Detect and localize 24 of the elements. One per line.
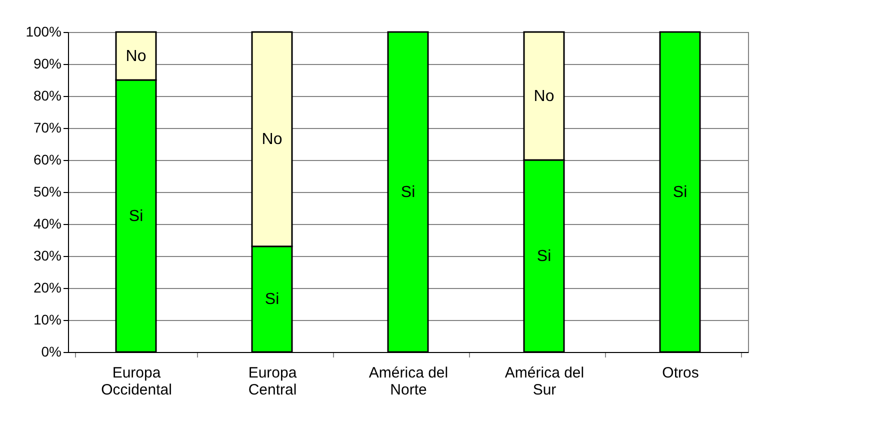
text: No — [534, 88, 554, 105]
series-label: Si — [128, 208, 144, 225]
y-tick-label: 0% — [41, 344, 62, 360]
y-tick-label: 10% — [33, 312, 62, 328]
x-tick-label: América del Norte — [368, 364, 448, 398]
x-tick-label: Otros — [662, 364, 699, 382]
y-tick-label: 80% — [33, 88, 62, 104]
y-tick-label: 50% — [33, 184, 62, 200]
y-tick-label: 70% — [33, 120, 62, 136]
text: Si — [400, 184, 416, 201]
text: Si — [536, 248, 552, 265]
y-tick-label: 20% — [33, 280, 62, 296]
text: Si — [672, 184, 688, 201]
y-tick-label: 90% — [33, 56, 62, 72]
y-tick-label: 60% — [33, 152, 62, 168]
y-tick-label: 30% — [33, 248, 62, 264]
x-tick-label: Europa Occidental — [101, 364, 172, 398]
x-tick-label: Europa Central — [248, 364, 298, 398]
y-tick-label: 40% — [33, 216, 62, 232]
text: Si — [264, 291, 280, 308]
y-tick-label: 100% — [26, 24, 62, 40]
x-tick-label: América del Sur — [504, 364, 584, 398]
text: No — [126, 48, 146, 65]
series-label: No — [262, 131, 282, 148]
